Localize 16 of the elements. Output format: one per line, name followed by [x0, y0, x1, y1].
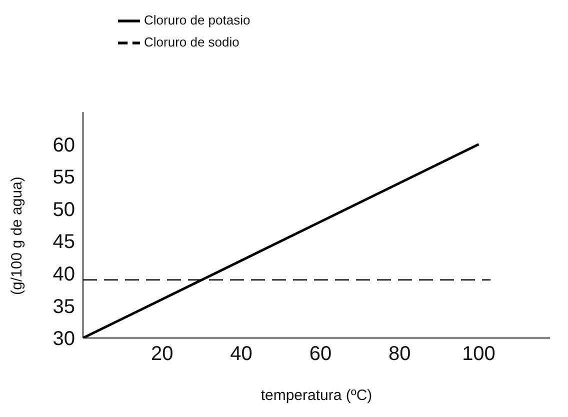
y-tick-label: 45: [52, 231, 75, 254]
y-tick-label: 55: [52, 166, 75, 189]
x-tick-label: 80: [388, 343, 411, 366]
y-tick-label: 40: [52, 264, 75, 286]
x-tick-label: 40: [230, 343, 252, 366]
x-tick-label: 100: [462, 343, 496, 366]
y-tick-label: 60: [52, 134, 75, 156]
y-tick-label: 30: [52, 328, 75, 350]
y-axis-title: (g/100 g de agua): [8, 176, 26, 295]
legend-label: Cloruro de potasio: [144, 12, 250, 28]
legend-label: Cloruro de sodio: [144, 34, 240, 50]
x-tick-label: 20: [151, 343, 174, 366]
y-tick-label: 35: [52, 296, 75, 318]
x-tick-label: 60: [309, 343, 332, 366]
x-axis-title: temperatura (ºC): [260, 387, 372, 404]
y-tick-label: 50: [52, 198, 75, 221]
